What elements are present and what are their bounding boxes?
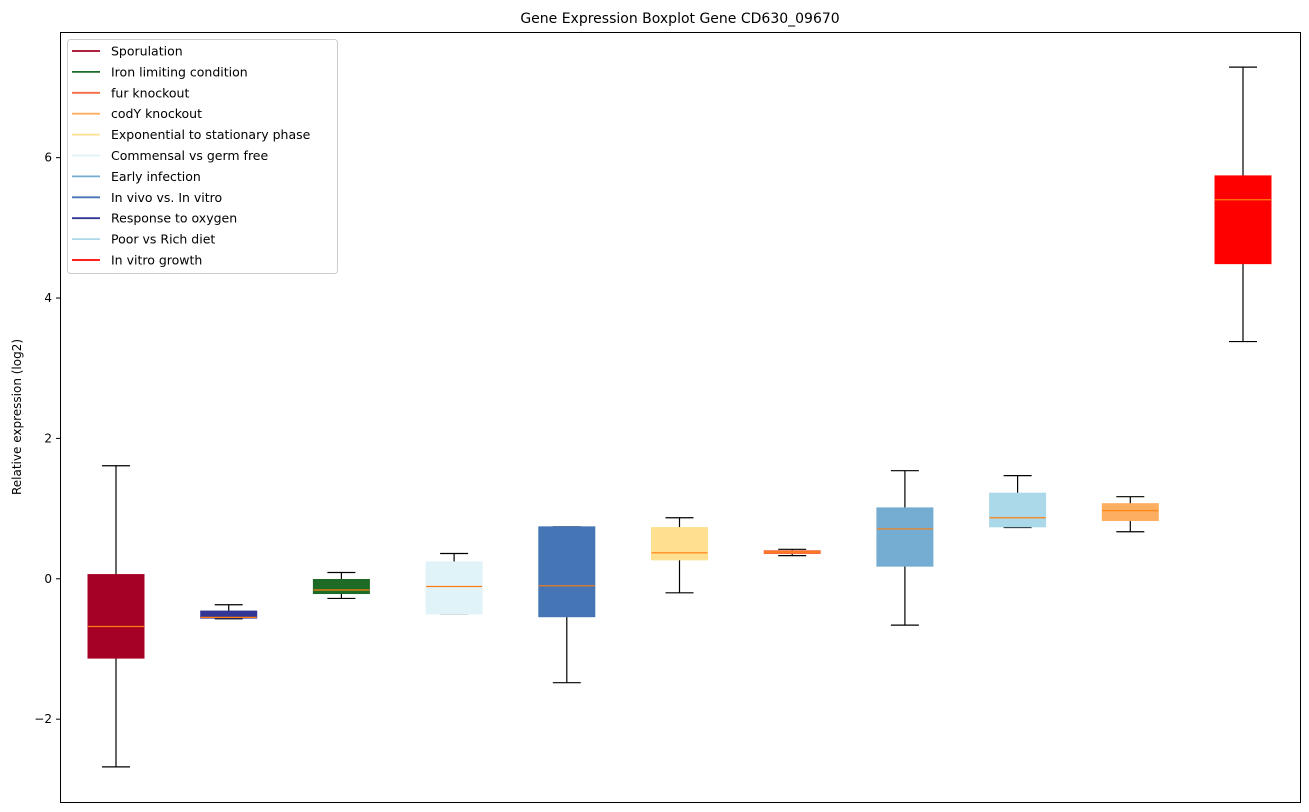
box-body — [425, 561, 483, 615]
y-tick-label: 6 — [44, 151, 52, 165]
box-cody-knockout — [1101, 496, 1159, 533]
y-tick-label: 4 — [44, 291, 52, 305]
box-body — [200, 610, 258, 619]
y-tick-label: 0 — [44, 572, 52, 586]
box-in-vivo-vs-in-vitro — [538, 526, 596, 684]
box-body — [538, 526, 596, 618]
box-fur-knockout — [763, 548, 821, 557]
y-tick-label: −2 — [34, 712, 52, 726]
box-iron-limiting-condition — [312, 571, 370, 600]
legend-label: Exponential to stationary phase — [111, 127, 311, 142]
box-sporulation — [87, 465, 145, 768]
y-axis: −2 0 2 4 6 — [34, 151, 60, 726]
box-poor-vs-rich-diet — [989, 475, 1047, 529]
box-response-to-oxygen — [200, 604, 258, 620]
plot-frame — [60, 32, 1301, 803]
box-body — [1101, 503, 1159, 522]
box-body — [989, 492, 1047, 528]
legend: Sporulation Iron limiting condition fur kn… — [67, 39, 338, 274]
legend-label: fur knockout — [111, 85, 189, 100]
box-body — [651, 527, 708, 561]
legend-label: In vivo vs. In vitro — [111, 190, 222, 205]
chart-title: Gene Expression Boxplot Gene CD630_09670 — [520, 11, 839, 27]
legend-label: codY knockout — [111, 106, 202, 121]
legend-label: Early infection — [111, 169, 201, 184]
y-tick-label: 2 — [44, 431, 52, 445]
y-axis-label: Relative expression (log2) — [10, 339, 24, 495]
legend-frame — [67, 39, 338, 274]
legend-label: Commensal vs germ free — [111, 148, 268, 163]
box-body — [876, 507, 934, 567]
box-exponential-to-stationary-phase — [651, 517, 708, 594]
legend-label: Poor vs Rich diet — [111, 232, 215, 247]
legend-label: In vitro growth — [111, 253, 202, 268]
legend-label: Response to oxygen — [111, 211, 237, 226]
legend-label: Sporulation — [111, 44, 183, 59]
box-body — [1214, 175, 1272, 265]
box-commensal-vs-germ-free — [425, 552, 483, 615]
box-in-vitro-growth — [1214, 66, 1272, 343]
legend-label: Iron limiting condition — [111, 64, 248, 79]
box-body — [312, 578, 370, 595]
box-body — [87, 574, 145, 659]
box-early-infection — [876, 470, 934, 626]
plot-marks — [87, 66, 1272, 768]
